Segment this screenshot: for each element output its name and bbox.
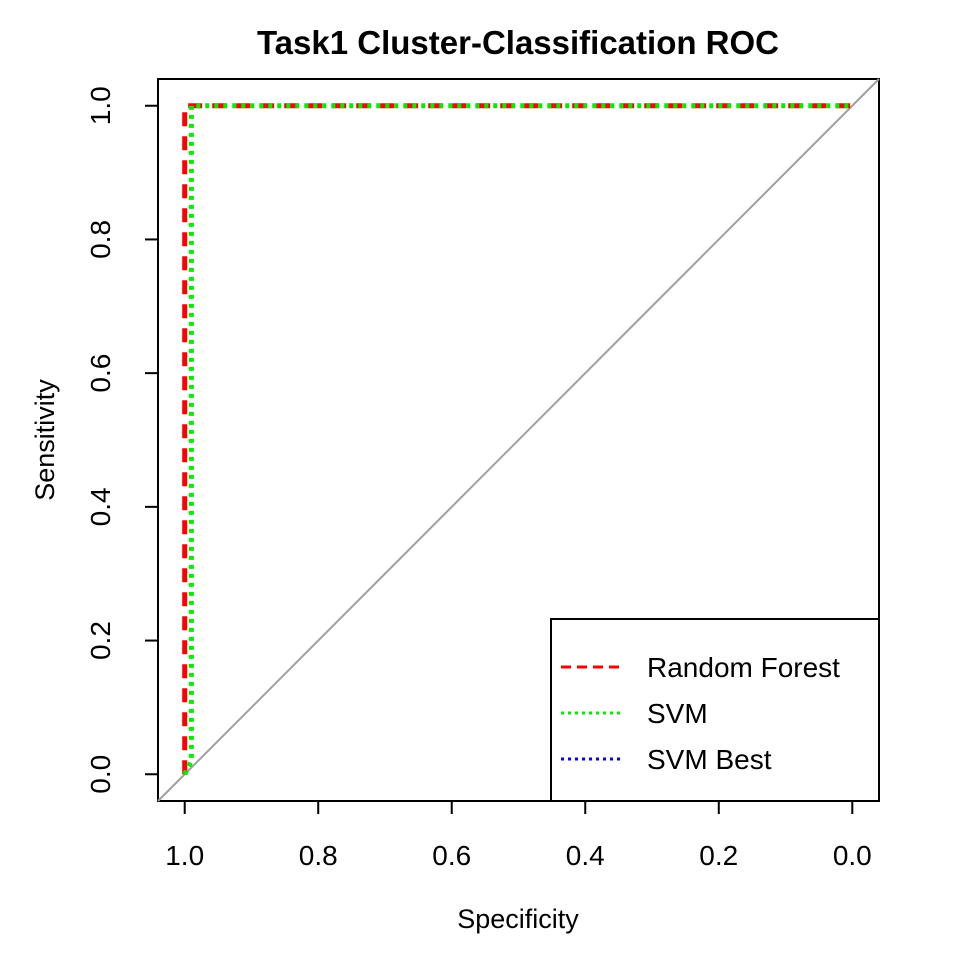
y-tick-label: 0.8	[85, 220, 116, 259]
y-tick-label: 0.4	[85, 487, 116, 526]
series-line-svm	[182, 103, 853, 776]
y-axis-label: Sensitivity	[30, 379, 60, 501]
x-tick-label: 0.4	[566, 840, 605, 871]
x-tick-label: 0.8	[299, 840, 338, 871]
x-tick-label: 1.0	[165, 840, 204, 871]
legend-box	[550, 618, 880, 802]
x-axis-label: Specificity	[457, 904, 579, 934]
y-tick-label: 1.0	[85, 86, 116, 125]
x-tick-label: 0.0	[833, 840, 872, 871]
chart-title: Task1 Cluster-Classification ROC	[257, 24, 779, 61]
legend-label-svm: SVM	[647, 698, 708, 729]
x-tick-label: 0.2	[699, 840, 738, 871]
legend-label-svm-best: SVM Best	[647, 744, 772, 775]
x-tick-label: 0.6	[432, 840, 471, 871]
y-tick-label: 0.0	[85, 755, 116, 794]
plot-area: 1.0 0.8 0.6 0.4 0.2 0.0 0.0 0.2 0.4 0.6 0.8 1.0	[85, 78, 880, 871]
y-tick-label: 0.6	[85, 354, 116, 393]
legend: Random Forest SVM SVM Best	[550, 618, 880, 802]
y-tick-label: 0.2	[85, 621, 116, 660]
legend-label-random-forest: Random Forest	[647, 652, 840, 683]
diagonal-reference-line	[157, 78, 880, 802]
